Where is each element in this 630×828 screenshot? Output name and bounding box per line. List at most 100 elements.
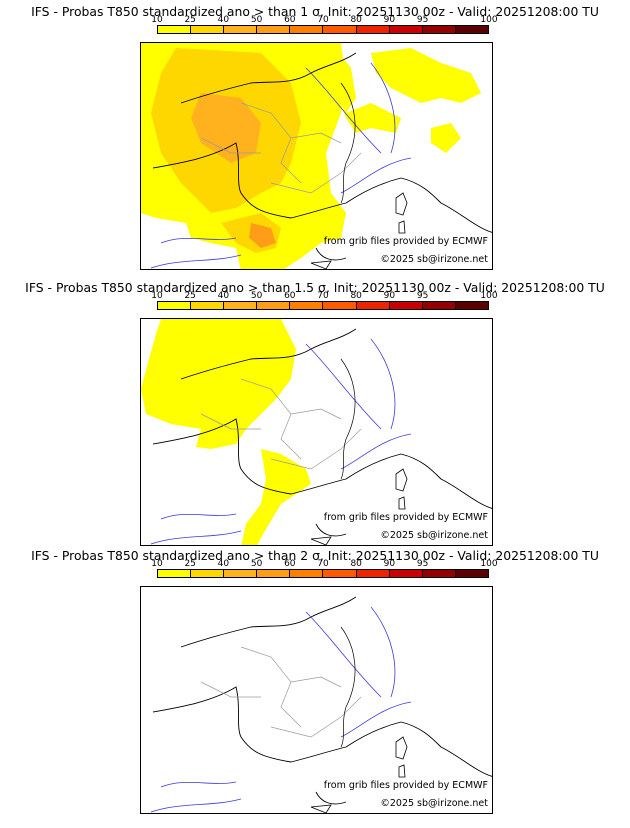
colorbar-swatch: [224, 26, 258, 33]
colorbar-swatch: [323, 570, 357, 577]
panel-sigma-1: IFS - Probas T850 standardized ano > tha…: [0, 0, 630, 272]
copyright-credit: ©2025 sb@irizone.net: [380, 530, 488, 541]
data-source-credit: from grib files provided by ECMWF: [323, 780, 488, 791]
colorbar-tick-label: 25: [184, 291, 196, 301]
islands: [310, 468, 408, 545]
colorbar-tick-label: 10: [151, 291, 163, 301]
colorbar-tick-label: 95: [416, 15, 429, 25]
colorbar-swatch: [356, 570, 390, 577]
colorbar-swatch: [389, 26, 423, 33]
prob-area-yellow: [141, 319, 296, 449]
colorbar-tick-label: 50: [250, 15, 263, 25]
colorbar-swatch: [455, 302, 488, 309]
islands: [310, 192, 408, 269]
prob-area-yellow: [331, 43, 401, 133]
rivers: [150, 338, 412, 545]
map[interactable]: from grib files provided by ECMWF ©2025 …: [140, 42, 493, 270]
colorbar-swatch: [257, 570, 291, 577]
map[interactable]: from grib files provided by ECMWF ©2025 …: [140, 318, 493, 546]
panel-title: IFS - Probas T850 standardized ano > tha…: [25, 280, 605, 295]
colorbar-swatch: [257, 302, 291, 309]
colorbar-swatch: [389, 570, 423, 577]
colorbar-tick-label: 40: [217, 15, 230, 25]
colorbar-tick-label: 100: [480, 559, 498, 569]
colorbar-tick-label: 100: [480, 15, 498, 25]
colorbar-tick-label: 100: [480, 291, 498, 301]
colorbar-swatch: [389, 302, 423, 309]
prob-area-yellow: [431, 123, 461, 153]
colorbar-tick-label: 25: [184, 15, 196, 25]
colorbar-tick-label: 40: [217, 291, 230, 301]
prob-area-orange: [249, 223, 276, 248]
copyright-credit: ©2025 sb@irizone.net: [380, 254, 488, 265]
colorbar-swatch: [191, 26, 225, 33]
colorbar-swatch: [323, 302, 357, 309]
colorbar-tick-label: 80: [350, 559, 362, 569]
prob-area-yellow: [241, 449, 311, 545]
colorbar-tick-label: 60: [284, 559, 296, 569]
colorbar-swatch: [422, 26, 456, 33]
colorbar-swatch: [158, 26, 192, 33]
colorbar: [157, 25, 489, 34]
region-borders: [200, 378, 362, 470]
panel-sigma-2: IFS - Probas T850 standardized ano > tha…: [0, 544, 630, 816]
colorbar-ticks: 10 25 40 50 60 70 80 90 95 100: [151, 15, 497, 25]
map[interactable]: from grib files provided by ECMWF ©2025 …: [140, 586, 493, 814]
colorbar-tick-label: 70: [317, 291, 329, 301]
colorbar-tick-label: 90: [383, 15, 396, 25]
colorbar-swatch: [257, 26, 291, 33]
colorbar-tick-label: 50: [250, 291, 263, 301]
colorbar-ticks: 10 25 40 50 60 70 80 90 95 100: [151, 559, 497, 569]
colorbar-tick-label: 70: [317, 559, 329, 569]
country-border: [340, 82, 356, 204]
colorbar-tick-label: 70: [317, 15, 329, 25]
colorbar-swatch: [224, 302, 258, 309]
colorbar-swatch: [455, 26, 488, 33]
country-border: [340, 626, 356, 748]
colorbar-tick-label: 25: [184, 559, 196, 569]
colorbar-swatch: [323, 26, 357, 33]
colorbar: [157, 301, 489, 310]
colorbar-swatch: [422, 570, 456, 577]
probability-field-map: [141, 43, 492, 269]
colorbar-swatch: [290, 302, 324, 309]
colorbar-tick-label: 80: [350, 291, 362, 301]
colorbar-tick-label: 95: [416, 559, 429, 569]
colorbar-tick-label: 10: [151, 15, 163, 25]
colorbar-swatch: [290, 26, 324, 33]
colorbar-swatch: [356, 26, 390, 33]
panel-sigma-1-5: IFS - Probas T850 standardized ano > tha…: [0, 276, 630, 548]
colorbar-swatch: [191, 302, 225, 309]
data-source-credit: from grib files provided by ECMWF: [323, 512, 488, 523]
colorbar-swatch: [191, 570, 225, 577]
colorbar-swatch: [455, 570, 488, 577]
colorbar: [157, 569, 489, 578]
colorbar-tick-label: 60: [284, 15, 296, 25]
coastline: [152, 52, 492, 261]
colorbar-tick-label: 40: [217, 559, 230, 569]
colorbar-tick-label: 60: [284, 291, 296, 301]
colorbar-swatch: [224, 570, 258, 577]
colorbar-tick-label: 90: [383, 291, 396, 301]
colorbar-swatch: [158, 570, 192, 577]
colorbar-tick-label: 50: [250, 559, 263, 569]
prob-area-orange: [191, 93, 261, 163]
rivers: [150, 606, 412, 813]
copyright-credit: ©2025 sb@irizone.net: [380, 798, 488, 809]
coastline: [152, 328, 492, 537]
panel-title: IFS - Probas T850 standardized ano > tha…: [31, 4, 599, 19]
colorbar-tick-label: 90: [383, 559, 396, 569]
colorbar-tick-label: 95: [416, 291, 429, 301]
colorbar-swatch: [422, 302, 456, 309]
coastline: [152, 596, 492, 805]
probability-field-map: [141, 319, 492, 545]
colorbar-swatch: [356, 302, 390, 309]
colorbar-swatch: [158, 302, 192, 309]
islands: [310, 736, 408, 813]
colorbar-tick-label: 80: [350, 15, 362, 25]
colorbar-tick-label: 10: [151, 559, 163, 569]
region-borders: [200, 102, 362, 194]
prob-area-yellow: [371, 48, 481, 103]
region-borders: [200, 646, 362, 738]
country-border: [340, 358, 356, 480]
